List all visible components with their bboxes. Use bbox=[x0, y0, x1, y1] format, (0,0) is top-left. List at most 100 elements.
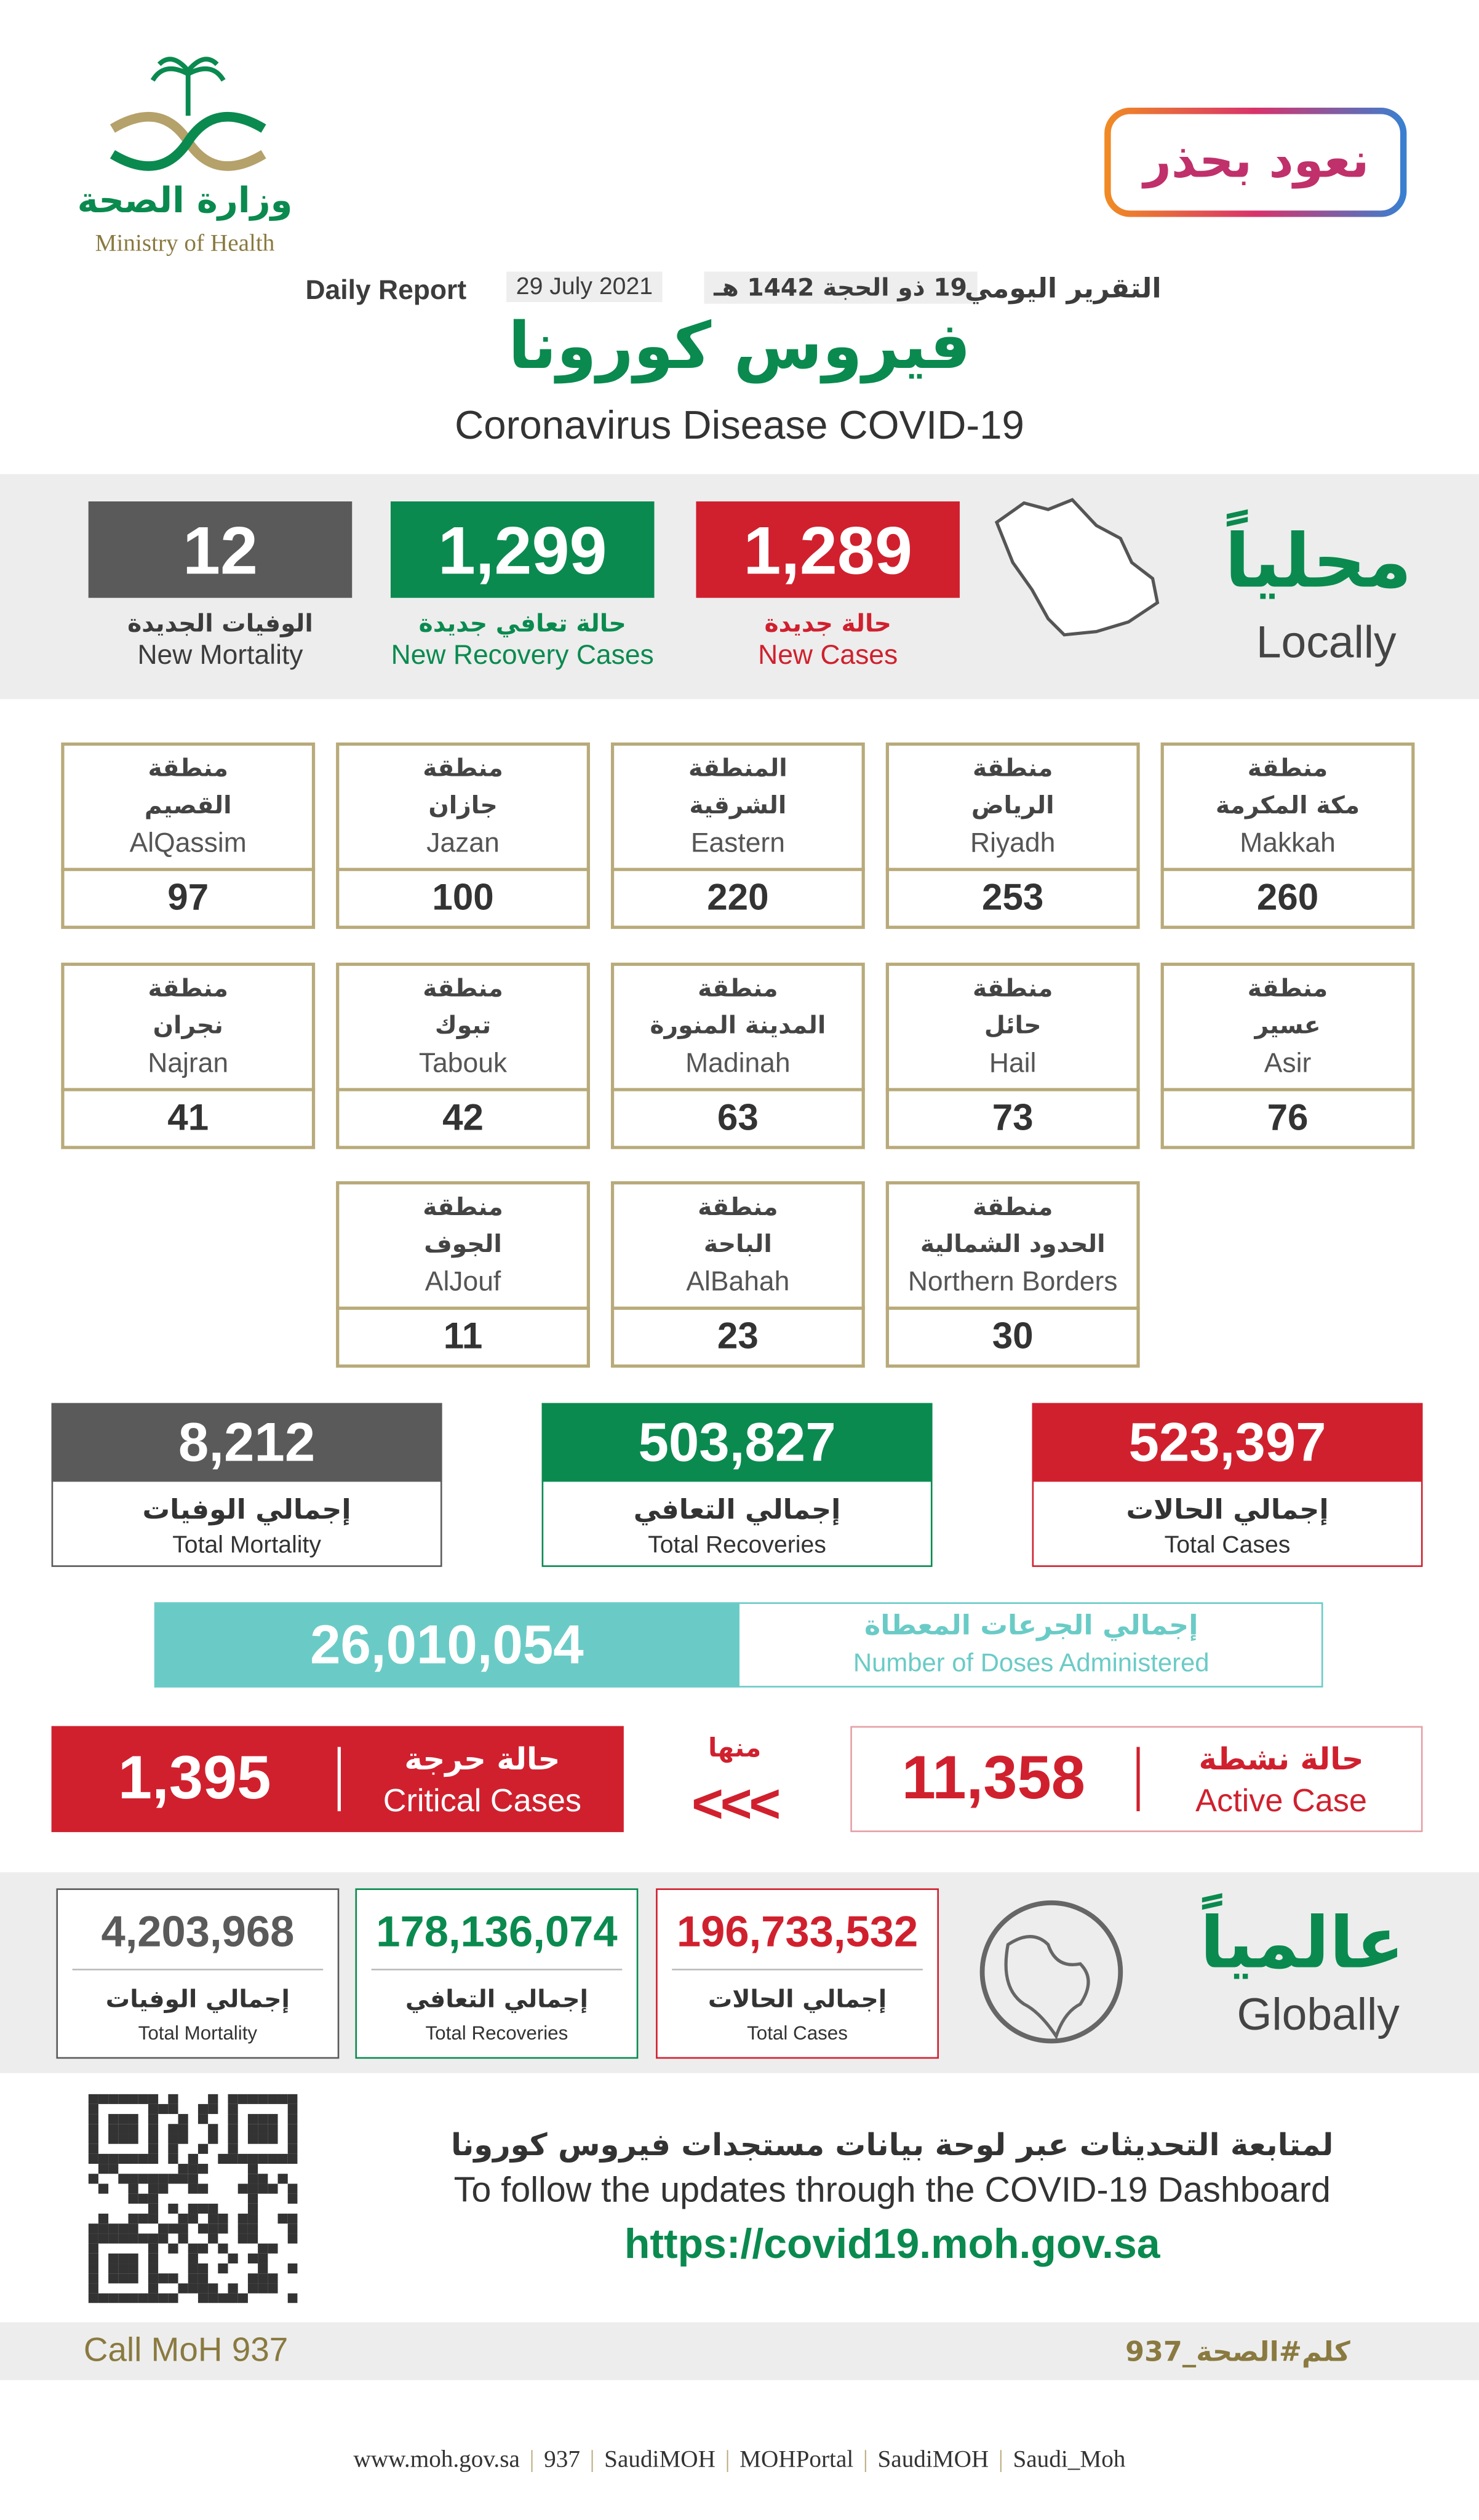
qr-module bbox=[247, 2164, 258, 2174]
qr-module bbox=[188, 2174, 198, 2184]
globally-en: Globally bbox=[1237, 1990, 1400, 2040]
active-value: 11,358 bbox=[901, 1745, 1085, 1814]
stat-value: 1,299 bbox=[437, 512, 607, 588]
qr-module bbox=[128, 2094, 138, 2104]
report-en: Daily Report bbox=[305, 274, 467, 306]
footer-link[interactable]: MOHPortal bbox=[740, 2447, 854, 2474]
region-box bbox=[885, 742, 1140, 929]
qr-module bbox=[88, 2233, 98, 2244]
qr-module bbox=[247, 2273, 258, 2284]
qr-module bbox=[247, 2153, 258, 2164]
qr-module bbox=[287, 2124, 298, 2134]
footer-separator: | bbox=[589, 2447, 595, 2474]
qr-module bbox=[287, 2193, 298, 2204]
total-label-ar: إجمالي التعافي bbox=[633, 1494, 841, 1527]
footer-link[interactable]: SaudiMOH bbox=[877, 2447, 989, 2474]
qr-module bbox=[258, 2283, 268, 2294]
qr-module bbox=[197, 2223, 209, 2234]
qr-module bbox=[197, 2183, 209, 2194]
qr-module bbox=[268, 2183, 278, 2194]
qr-module bbox=[247, 2134, 258, 2144]
qr-module bbox=[138, 2174, 148, 2184]
region-box bbox=[1160, 742, 1415, 929]
qr-module bbox=[208, 2223, 218, 2234]
qr-module bbox=[128, 2114, 138, 2124]
qr-module bbox=[88, 2223, 98, 2234]
region-name-en: Asir bbox=[1264, 1047, 1312, 1079]
qr-module bbox=[197, 2203, 209, 2214]
total-head bbox=[1032, 1403, 1423, 1482]
region-name-ar: الباحة bbox=[703, 1229, 772, 1259]
qr-module bbox=[88, 2243, 98, 2254]
region-box bbox=[61, 962, 316, 1149]
region-divider bbox=[610, 867, 865, 871]
qr-module bbox=[158, 2223, 169, 2234]
qr-module bbox=[88, 2263, 98, 2274]
qr-module bbox=[258, 2243, 268, 2254]
footer-separator: | bbox=[529, 2447, 535, 2474]
qr-module bbox=[138, 2293, 148, 2303]
qr-module bbox=[158, 2183, 169, 2194]
qr-module bbox=[118, 2293, 129, 2303]
global-divider bbox=[672, 1968, 923, 1971]
footer-link[interactable]: 937 bbox=[544, 2447, 580, 2474]
date-en: 29 July 2021 bbox=[506, 271, 663, 303]
qr-module bbox=[108, 2153, 119, 2164]
region-value: 220 bbox=[707, 876, 769, 919]
qr-module bbox=[208, 2233, 218, 2244]
qr-module bbox=[287, 2214, 298, 2224]
stat-label-ar: الوفيات الجديدة bbox=[127, 609, 313, 639]
region-prefix: منطقة bbox=[423, 1192, 503, 1222]
qr-module bbox=[168, 2203, 178, 2214]
qr-module bbox=[208, 2124, 218, 2134]
total-label-en: Total Recoveries bbox=[648, 1531, 826, 1559]
qr-module bbox=[168, 2273, 178, 2284]
qr-module bbox=[228, 2143, 238, 2154]
region-divider bbox=[336, 1306, 590, 1310]
qr-module bbox=[188, 2203, 198, 2214]
qr-module bbox=[247, 2114, 258, 2124]
qr-module bbox=[277, 2214, 288, 2224]
locally-ar: محلياً bbox=[1224, 518, 1412, 605]
qr-module bbox=[148, 2203, 159, 2214]
footer-link[interactable]: SaudiMOH bbox=[604, 2447, 716, 2474]
qr-module bbox=[128, 2233, 138, 2244]
region-box bbox=[336, 962, 590, 1149]
qr-module bbox=[98, 2094, 109, 2104]
stat-box bbox=[390, 501, 655, 598]
qr-module bbox=[108, 2233, 119, 2244]
qr-module bbox=[247, 2214, 258, 2224]
qr-module bbox=[178, 2233, 188, 2244]
footer-link[interactable]: www.moh.gov.sa bbox=[353, 2447, 520, 2474]
qr-module bbox=[188, 2153, 198, 2164]
qr-module bbox=[208, 2203, 218, 2214]
region-name-ar: تبوك bbox=[434, 1011, 492, 1040]
region-value: 30 bbox=[992, 1315, 1034, 1357]
footer-link[interactable]: Saudi_Moh bbox=[1013, 2447, 1126, 2474]
qr-module bbox=[148, 2283, 159, 2294]
qr-module bbox=[168, 2124, 178, 2134]
critical-label-ar: حالة حرجة bbox=[404, 1741, 560, 1777]
campaign-title: نعود بحذر bbox=[1143, 133, 1369, 190]
region-divider bbox=[1160, 1088, 1415, 1091]
dashboard-en: To follow the updates through the COVID-… bbox=[453, 2169, 1331, 2210]
region-name-ar: الشرقية bbox=[689, 791, 787, 820]
qr-module bbox=[247, 2233, 258, 2244]
qr-module bbox=[208, 2214, 218, 2224]
qr-module bbox=[287, 2103, 298, 2115]
region-name-ar: نجران bbox=[153, 1011, 223, 1040]
total-label-en: Total Mortality bbox=[172, 1531, 321, 1559]
global-label-ar: إجمالي التعافي bbox=[405, 1985, 588, 2014]
qr-module bbox=[277, 2153, 288, 2164]
qr-module bbox=[208, 2094, 218, 2104]
region-divider bbox=[885, 867, 1140, 871]
region-name-en: Northern Borders bbox=[907, 1266, 1118, 1297]
region-name-ar: جازان bbox=[428, 791, 498, 820]
active-box bbox=[850, 1726, 1423, 1832]
global-box bbox=[656, 1888, 939, 2059]
qr-module bbox=[118, 2233, 129, 2244]
doses-value: 26,010,054 bbox=[310, 1614, 584, 1676]
qr-module bbox=[287, 2094, 298, 2104]
qr-module bbox=[118, 2263, 129, 2274]
